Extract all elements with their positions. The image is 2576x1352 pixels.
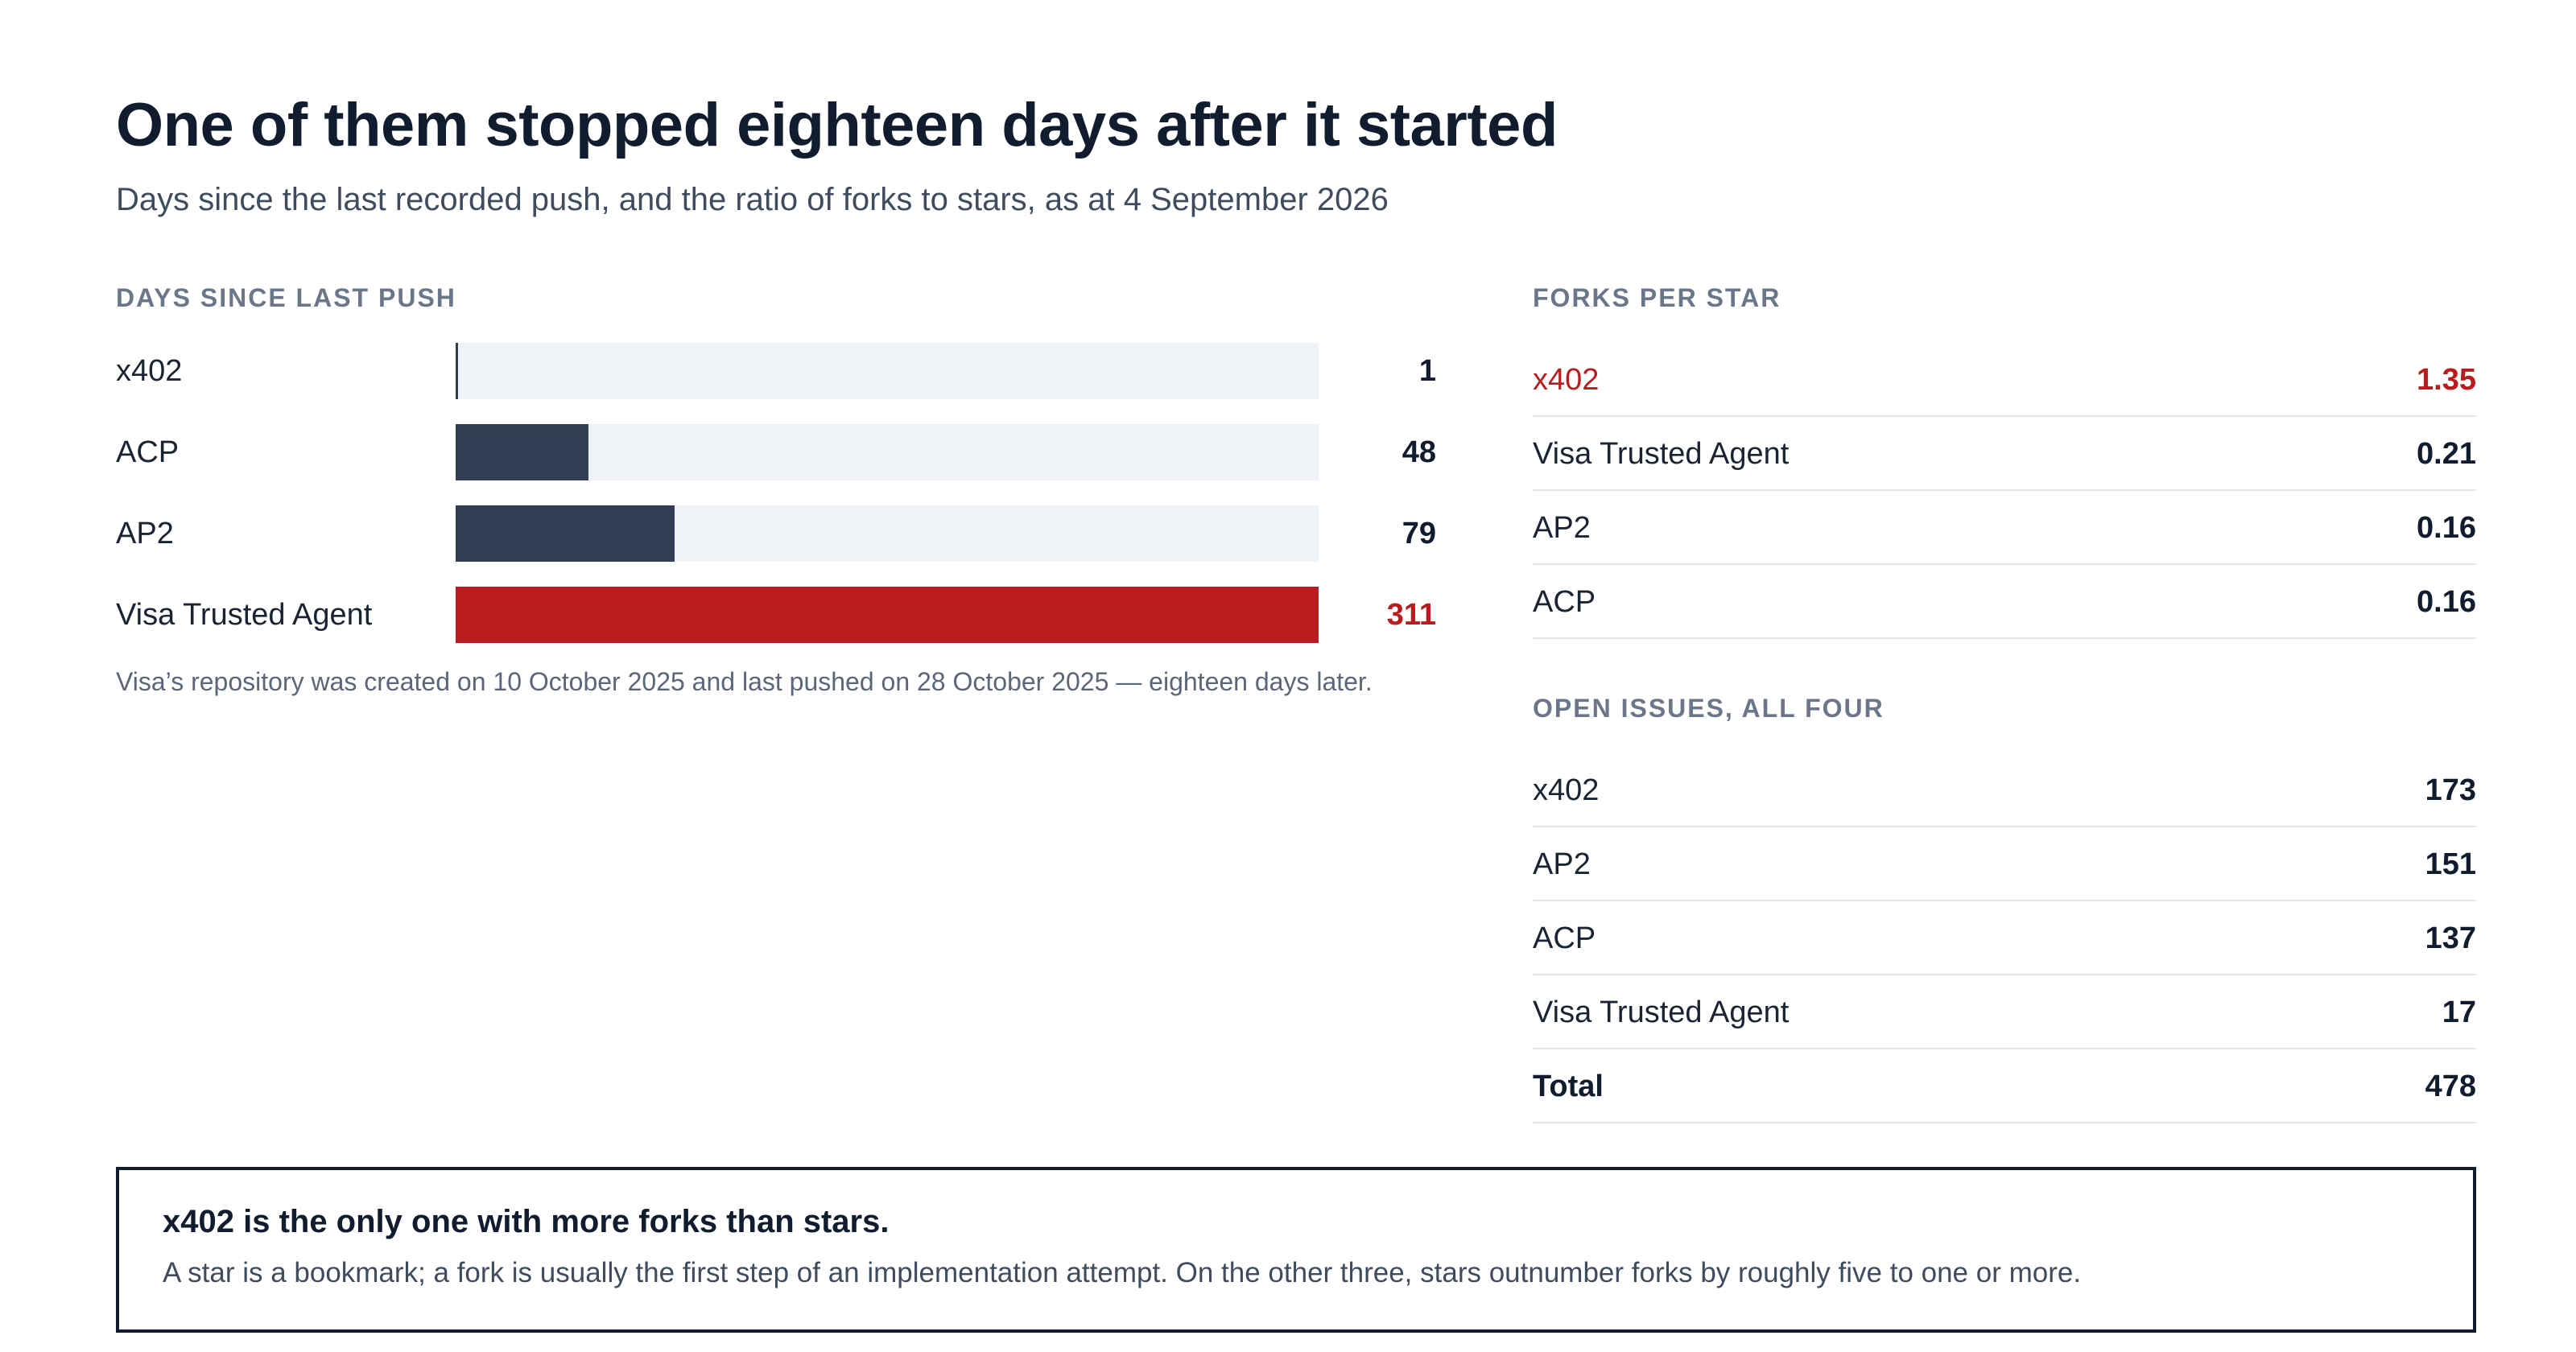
forks-per-star-label: FORKS PER STAR <box>1533 283 1781 312</box>
table-row: x402 1.35 <box>1533 343 2476 417</box>
row-name: Total <box>1533 1070 1604 1103</box>
bar <box>456 505 675 562</box>
row-value: 137 <box>2425 921 2476 955</box>
bar <box>456 587 1319 643</box>
forks-per-star-table: x402 1.35 Visa Trusted Agent 0.21 AP2 0.16 ACP… <box>1533 343 2476 639</box>
row-name: ACP <box>1533 585 1596 619</box>
bar-track <box>456 424 1319 480</box>
bar-label: Visa Trusted Agent <box>116 598 373 632</box>
bar-value-label: 48 <box>1402 435 1436 469</box>
table-row: x402 173 <box>1533 753 2476 827</box>
bar-value-label: 79 <box>1402 517 1436 550</box>
table-row: Visa Trusted Agent 17 <box>1533 975 2476 1049</box>
open-issues-table: x402 173 AP2 151 ACP 137 Visa Trusted Agent 17 T… <box>1533 753 2476 1123</box>
bar-value-label: 311 <box>1386 598 1436 632</box>
bar <box>456 343 458 399</box>
callout-title: x402 is the only one with more forks tha… <box>163 1204 890 1239</box>
bar-value-label: 1 <box>1418 354 1436 388</box>
bar <box>456 424 588 480</box>
bar-track <box>456 343 1319 399</box>
bar-label: x402 <box>116 354 183 388</box>
table-row: AP2 151 <box>1533 827 2476 901</box>
table-row: ACP 0.16 <box>1533 565 2476 639</box>
bar-row: AP2 79 <box>116 505 1436 562</box>
row-name: AP2 <box>1533 511 1591 545</box>
row-name: Visa Trusted Agent <box>1533 437 1790 471</box>
bar-track <box>456 587 1319 643</box>
bar-row: Visa Trusted Agent 311 <box>116 587 1436 643</box>
bar-row: ACP 48 <box>116 424 1436 480</box>
bar-row: x402 1 <box>116 343 1436 399</box>
row-value: 0.16 <box>2417 585 2476 619</box>
days-chart-footnote: Visa’s repository was created on 10 Octo… <box>116 667 1373 696</box>
callout-box: x402 is the only one with more forks tha… <box>116 1167 2476 1333</box>
row-value: 1.35 <box>2417 363 2476 397</box>
row-value: 17 <box>2442 995 2476 1029</box>
row-name: Visa Trusted Agent <box>1533 995 1790 1029</box>
bar-label: AP2 <box>116 517 174 550</box>
row-value: 478 <box>2425 1070 2476 1103</box>
row-name: AP2 <box>1533 847 1591 881</box>
row-value: 0.21 <box>2417 437 2476 471</box>
page-title: One of them stopped eighteen days after … <box>116 91 1558 159</box>
table-total-row: Total 478 <box>1533 1049 2476 1123</box>
open-issues-label: OPEN ISSUES, ALL FOUR <box>1533 694 1885 723</box>
table-row: AP2 0.16 <box>1533 491 2476 565</box>
page-subtitle: Days since the last recorded push, and t… <box>116 182 1389 217</box>
row-value: 173 <box>2425 773 2476 807</box>
row-name: x402 <box>1533 363 1600 397</box>
bar-label: ACP <box>116 435 180 469</box>
callout-body: A star is a bookmark; a fork is usually … <box>163 1257 2082 1288</box>
table-row: ACP 137 <box>1533 901 2476 975</box>
days-since-push-label: DAYS SINCE LAST PUSH <box>116 283 456 312</box>
row-name: x402 <box>1533 773 1600 807</box>
row-value: 151 <box>2425 847 2476 881</box>
table-row: Visa Trusted Agent 0.21 <box>1533 417 2476 491</box>
bar-track <box>456 505 1319 562</box>
row-name: ACP <box>1533 921 1596 955</box>
row-value: 0.16 <box>2417 511 2476 545</box>
